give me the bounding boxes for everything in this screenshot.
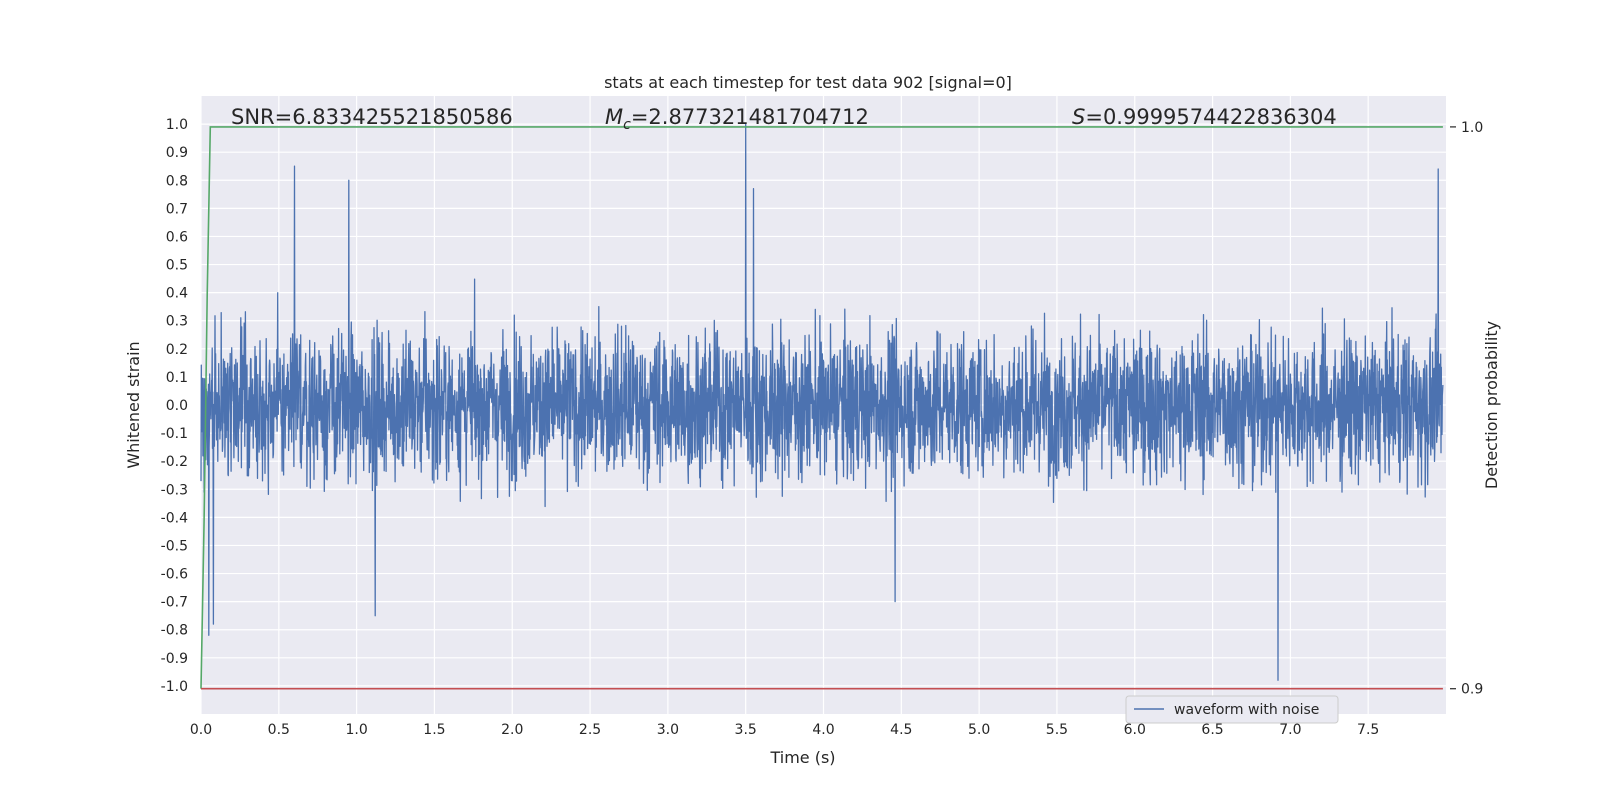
x-axis-label: Time (s)	[769, 748, 835, 767]
x-tick-label: 3.5	[735, 722, 757, 738]
y-tick-label: 0.8	[166, 173, 188, 189]
y-tick-label: -0.2	[161, 454, 188, 470]
chart-title: stats at each timestep for test data 902…	[604, 73, 1012, 92]
x-tick-label: 7.0	[1279, 722, 1301, 738]
y-tick-label: 0.1	[166, 370, 188, 386]
x-tick-label: 6.0	[1124, 722, 1146, 738]
chirp-mass-annotation: Mc=2.877321481704712	[605, 105, 869, 133]
x-tick-label: 1.5	[423, 722, 445, 738]
waveform-line	[200, 123, 1444, 681]
x-tick-label: 6.5	[1201, 722, 1223, 738]
y-tick-label: -0.8	[161, 623, 188, 639]
y-tick-label: -0.3	[161, 482, 188, 498]
y-tick-label: 0.9	[166, 145, 188, 161]
waveform-series	[200, 123, 1444, 681]
right-tick-label: 0.9	[1461, 682, 1483, 698]
snr-annotation: SNR=6.833425521850586	[231, 105, 513, 129]
x-tick-label: 3.0	[657, 722, 679, 738]
s-symbol: S	[1072, 105, 1085, 129]
right-tick-label: 1.0	[1461, 120, 1483, 136]
x-tick-label: 4.5	[890, 722, 912, 738]
chirp-mass-subscript: c	[623, 117, 631, 133]
y-tick-label: -0.6	[161, 567, 188, 583]
y-tick-label: 0.7	[166, 201, 188, 217]
y-tick-label: -0.5	[161, 538, 188, 554]
y-tick-label: -0.7	[161, 595, 188, 611]
x-tick-label: 2.0	[501, 722, 523, 738]
y-tick-label: -1.0	[161, 679, 188, 695]
y-tick-label: 0.4	[166, 286, 188, 302]
y-tick-label: -0.4	[161, 510, 188, 526]
y-tick-label: 0.2	[166, 342, 188, 358]
legend: waveform with noise	[1125, 695, 1339, 724]
right-axis-ticks: 1.0 0.9	[1450, 120, 1483, 698]
y-tick-label: 0.5	[166, 258, 188, 274]
detection-probability-line	[200, 126, 1443, 689]
y-tick-label: -0.1	[161, 426, 188, 442]
y-tick-label: 0.0	[166, 398, 188, 414]
s-annotation: S=0.9999574422836304	[1072, 105, 1337, 129]
chirp-mass-symbol: M	[605, 105, 623, 129]
x-tick-label: 0.5	[268, 722, 290, 738]
s-value: =0.9999574422836304	[1085, 105, 1336, 129]
x-tick-label: 0.0	[190, 722, 212, 738]
y-axis-ticks: 1.0 0.9 0.8 0.7 0.6 0.5 0.4 0.3 0.2 0.1 0.0 -0.1 -0.…	[161, 117, 188, 695]
x-tick-label: 7.5	[1357, 722, 1379, 738]
legend-label: waveform with noise	[1174, 702, 1319, 718]
chirp-mass-value: =2.877321481704712	[631, 105, 869, 129]
x-tick-label: 1.0	[345, 722, 367, 738]
legend-box	[1125, 695, 1339, 724]
y-tick-label: 0.6	[166, 229, 188, 245]
x-axis-ticks: 0.0 0.5 1.0 1.5 2.0 2.5 3.0 3.5 4.0 4.5 5.0 5.5 6.0 6…	[190, 722, 1379, 738]
x-tick-label: 5.0	[968, 722, 990, 738]
y-tick-label: 0.3	[166, 314, 188, 330]
y-axis-label: Whitened strain	[124, 341, 143, 468]
x-tick-label: 2.5	[579, 722, 601, 738]
y-tick-label: 1.0	[166, 117, 188, 133]
right-axis-label: Detection probability	[1482, 321, 1501, 489]
x-tick-label: 4.0	[812, 722, 834, 738]
y-tick-label: -0.9	[161, 651, 188, 667]
probability-series	[200, 126, 1443, 690]
x-tick-label: 5.5	[1046, 722, 1068, 738]
